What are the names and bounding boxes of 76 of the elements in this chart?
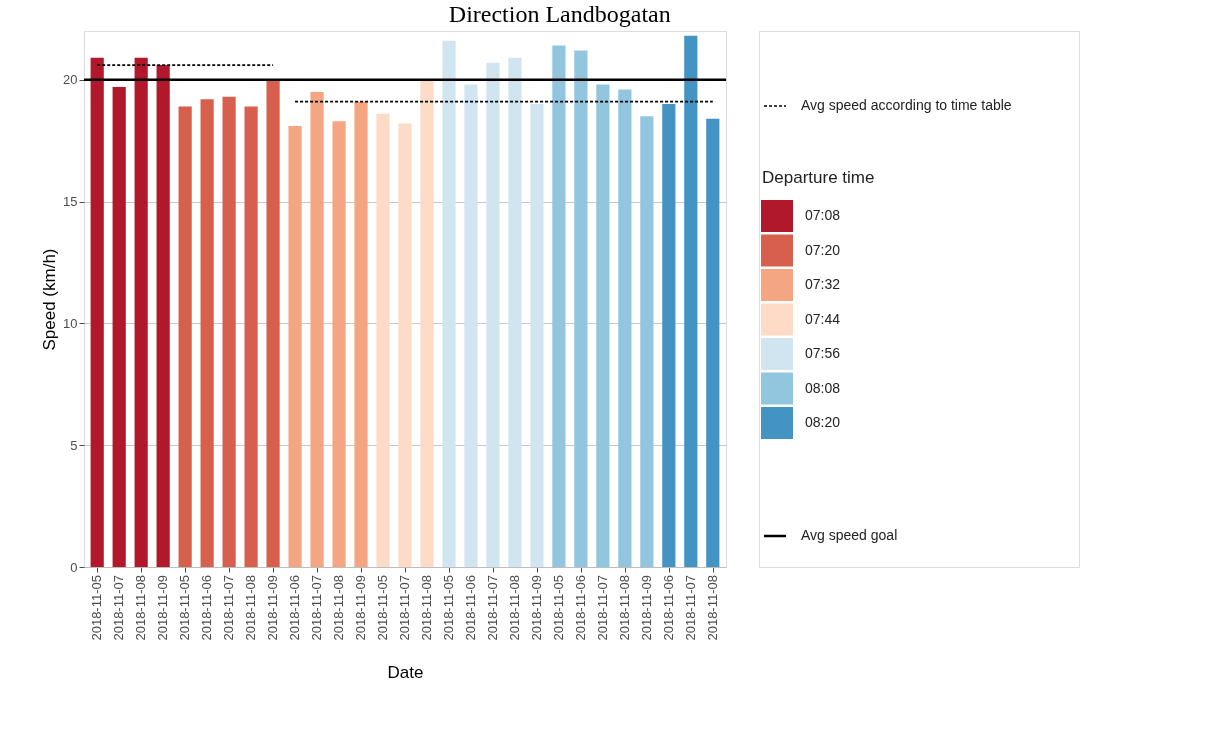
x-tick-label: 2018-11-08 — [133, 575, 149, 641]
bar — [178, 106, 192, 567]
bar — [266, 79, 280, 567]
legend-label: Avg speed according to time table — [801, 97, 1012, 113]
x-tick-label: 2018-11-09 — [265, 575, 281, 641]
legend-label: Avg speed goal — [801, 527, 898, 543]
bar — [354, 101, 368, 567]
x-tick-label: 2018-11-08 — [331, 575, 347, 641]
x-tick-label: 2018-11-05 — [375, 575, 391, 641]
legend-label: 07:20 — [805, 241, 841, 258]
bar — [706, 118, 720, 567]
bar — [200, 99, 214, 567]
x-tick-label: 2018-11-09 — [528, 575, 544, 641]
x-tick-label: 2018-11-08 — [418, 575, 434, 641]
legend-label: 07:44 — [805, 310, 841, 327]
x-tick-label: 2018-11-09 — [155, 575, 171, 641]
bar — [90, 57, 104, 567]
x-tick-label: 2018-11-07 — [484, 575, 500, 641]
x-tick-label: 2018-11-07 — [111, 575, 127, 641]
y-tick-label: 5 — [70, 437, 78, 453]
bar — [552, 45, 566, 567]
x-tick-label: 2018-11-06 — [572, 575, 588, 641]
bar — [244, 106, 258, 567]
x-tick-label: 2018-11-08 — [243, 575, 259, 641]
legend-label: 08:08 — [805, 379, 841, 396]
x-tick-label: 2018-11-05 — [550, 575, 566, 641]
x-tick-label: 2018-11-05 — [440, 575, 456, 641]
legend-label: 07:08 — [805, 207, 841, 223]
bar — [398, 123, 412, 567]
bar — [112, 87, 126, 567]
x-tick-label: 2018-11-07 — [309, 575, 325, 641]
legend-title: Departure time — [762, 168, 875, 187]
bar — [508, 57, 522, 567]
bar — [596, 84, 610, 567]
bar — [442, 40, 456, 567]
bar — [156, 65, 170, 567]
y-tick-label: 20 — [63, 72, 78, 88]
x-axis-title: Date — [387, 663, 424, 682]
legend-label: 07:56 — [805, 345, 841, 361]
x-tick-label: 2018-11-06 — [287, 575, 303, 641]
bar — [486, 62, 500, 567]
chart-title: Direction Landbogatan — [448, 0, 671, 27]
bar — [640, 116, 654, 567]
x-tick-label: 2018-11-06 — [462, 575, 478, 641]
bar — [376, 113, 390, 567]
y-tick-label: 0 — [70, 559, 78, 575]
x-tick-label: 2018-11-07 — [221, 575, 237, 641]
bar — [310, 91, 324, 567]
x-tick-label: 2018-11-09 — [638, 575, 654, 641]
legend-label: 07:32 — [805, 276, 841, 292]
x-tick-label: 2018-11-07 — [397, 575, 412, 641]
bar — [420, 79, 434, 567]
bar — [684, 35, 698, 567]
bar — [222, 96, 236, 567]
bar — [662, 104, 676, 567]
x-tick-label: 2018-11-05 — [177, 575, 193, 641]
bar — [618, 89, 632, 567]
x-tick-label: 2018-11-08 — [704, 575, 720, 641]
legend-label: 08:20 — [805, 414, 841, 430]
x-tick-label: 2018-11-09 — [353, 575, 369, 641]
y-axis-title: Speed (km/h) — [40, 248, 60, 351]
bar — [288, 126, 302, 567]
x-tick-label: 2018-11-07 — [594, 575, 610, 641]
bar — [332, 121, 346, 567]
x-tick-label: 2018-11-08 — [506, 575, 522, 641]
bar — [464, 84, 478, 567]
bar — [134, 57, 148, 567]
y-tick-label: 15 — [63, 194, 78, 210]
bar — [530, 104, 544, 567]
x-tick-label: 2018-11-06 — [660, 575, 676, 641]
x-tick-label: 2018-11-07 — [682, 575, 698, 641]
x-tick-label: 2018-11-05 — [89, 575, 105, 641]
x-tick-label: 2018-11-06 — [199, 575, 215, 641]
x-tick-label: 2018-11-08 — [616, 575, 632, 641]
bar — [574, 50, 588, 567]
y-tick-label: 10 — [63, 315, 78, 331]
